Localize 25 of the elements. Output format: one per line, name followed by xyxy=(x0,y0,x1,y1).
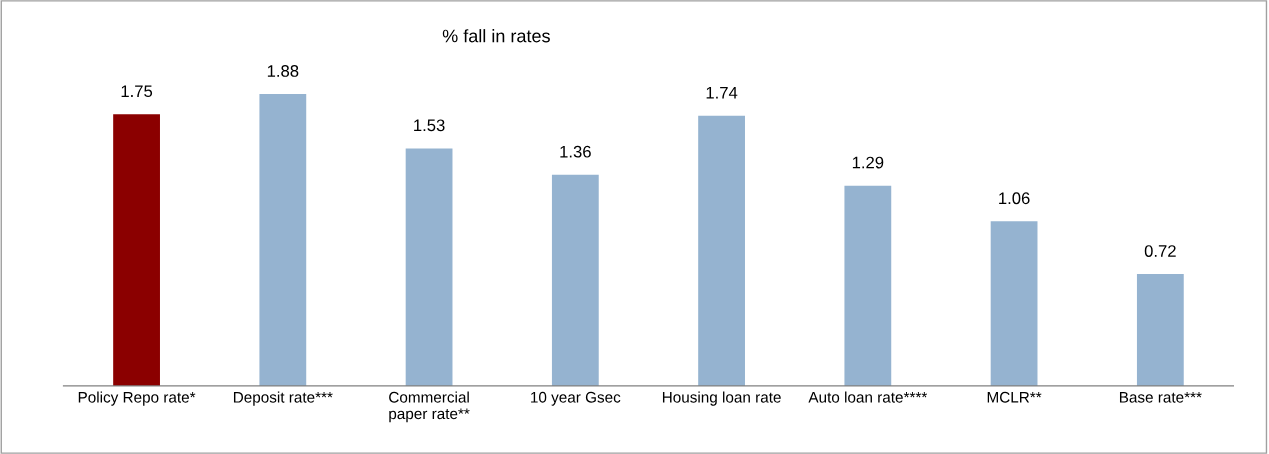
data-label: 1.88 xyxy=(267,65,299,77)
data-label: 1.36 xyxy=(560,145,591,158)
data-label: 1.75 xyxy=(121,85,153,98)
x-tick-label: Housing loan rate xyxy=(662,391,781,406)
bar xyxy=(990,221,1038,386)
x-tick-label: Commercial paper rate** xyxy=(389,391,470,423)
bar xyxy=(259,94,307,386)
bar xyxy=(113,114,160,386)
bar xyxy=(551,174,599,386)
x-tick-label: 10 year Gsec xyxy=(531,391,621,406)
bar xyxy=(698,115,745,386)
x-tick-label: Auto loan rate**** xyxy=(808,391,928,403)
data-label: 1.06 xyxy=(999,192,1030,205)
data-label: 1.53 xyxy=(414,119,445,132)
bar xyxy=(844,185,892,386)
chart-title: % fall in rates xyxy=(442,29,550,43)
bar xyxy=(1136,274,1184,386)
x-tick-label: MCLR** xyxy=(987,391,1042,403)
data-label: 1.29 xyxy=(852,156,884,169)
data-label: 1.74 xyxy=(706,86,738,99)
bar xyxy=(405,148,453,386)
data-label: 0.72 xyxy=(1144,245,1176,257)
x-tick-label: Base rate*** xyxy=(1119,392,1202,403)
x-tick-label: Policy Repo rate* xyxy=(78,391,196,406)
x-tick-label: Deposit rate*** xyxy=(233,391,333,406)
